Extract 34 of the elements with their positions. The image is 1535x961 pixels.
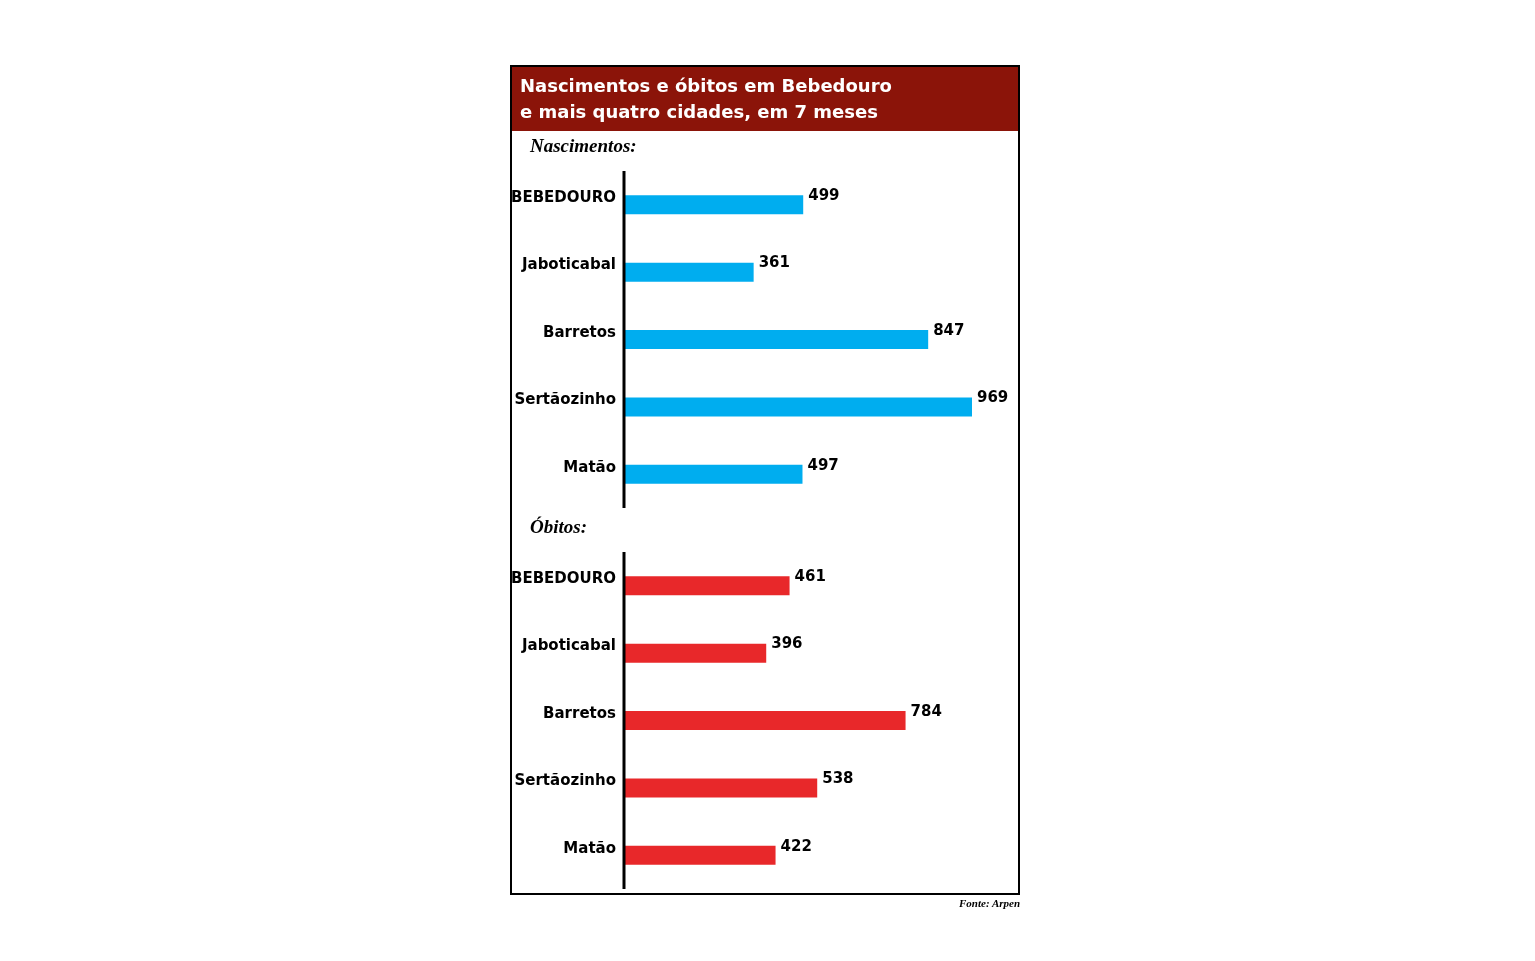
data-label: 969 <box>977 388 1009 407</box>
y-tick-label: Matão <box>563 457 616 476</box>
y-tick-label: Matão <box>563 838 616 857</box>
bar <box>624 195 804 215</box>
bar <box>624 576 790 596</box>
bar <box>624 643 767 663</box>
bar <box>624 262 754 282</box>
bar <box>624 397 972 417</box>
chart-title: Nascimentos e óbitos em Bebedouro e mais quatro cidades, em 7 meses <box>512 67 1018 131</box>
data-label: 499 <box>808 186 840 205</box>
bar <box>624 711 906 731</box>
data-label: 538 <box>822 769 854 788</box>
y-tick-label: Barretos <box>543 703 617 722</box>
y-tick-label: Sertãozinho <box>514 390 616 409</box>
data-label: 361 <box>758 253 790 272</box>
bar <box>624 845 776 865</box>
source-note: Fonte: Arpen <box>958 897 1020 909</box>
data-label: 422 <box>780 836 812 855</box>
y-tick-label: Jaboticabal <box>520 636 616 655</box>
chart-subtitle: Óbitos: <box>529 515 588 538</box>
bar <box>624 330 929 350</box>
bar <box>624 778 818 798</box>
y-tick-label: BEBEDOURO <box>510 188 616 207</box>
y-tick-label: Barretos <box>543 322 617 341</box>
data-label: 784 <box>910 701 942 720</box>
data-label: 396 <box>771 634 803 653</box>
y-tick-label: Jaboticabal <box>520 255 616 274</box>
data-label: 847 <box>933 320 965 339</box>
y-tick-label: Sertãozinho <box>514 771 616 790</box>
data-label: 461 <box>794 567 826 586</box>
chart-subtitle: Nascimentos: <box>529 134 638 157</box>
data-label: 497 <box>807 455 839 474</box>
bar <box>624 464 803 484</box>
y-tick-label: BEBEDOURO <box>510 569 616 588</box>
